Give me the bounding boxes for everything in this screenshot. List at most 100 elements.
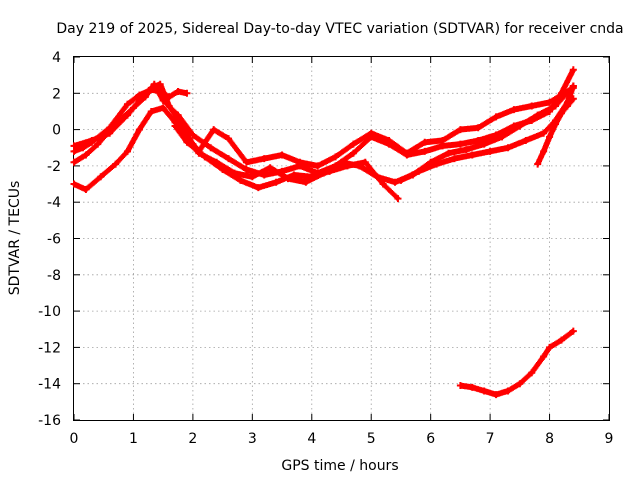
data-point — [557, 336, 565, 344]
data-point — [373, 173, 381, 181]
data-point — [456, 126, 464, 134]
data-point — [135, 91, 143, 99]
data-point — [332, 153, 340, 161]
data-point — [474, 124, 482, 132]
data-point — [159, 97, 167, 105]
data-point — [498, 133, 506, 141]
data-point — [421, 147, 429, 155]
x-tick-label: 2 — [188, 431, 197, 447]
data-point — [439, 136, 447, 144]
x-tick-label: 6 — [426, 431, 435, 447]
x-tick-label: 4 — [307, 431, 316, 447]
x-tick-label: 9 — [605, 431, 614, 447]
y-tick-label: -12 — [38, 340, 61, 356]
series-arc-8 — [456, 327, 577, 399]
x-tick-label: 8 — [545, 431, 554, 447]
data-point — [302, 178, 310, 186]
data-point — [183, 136, 191, 144]
data-point — [546, 343, 554, 351]
data-point — [129, 104, 137, 112]
data-point — [528, 369, 536, 377]
data-point — [546, 98, 554, 106]
data-point — [480, 140, 488, 148]
data-point — [147, 107, 155, 115]
data-point — [236, 176, 244, 184]
data-point — [415, 167, 423, 175]
data-point — [314, 162, 322, 170]
data-point — [272, 178, 280, 186]
data-point — [492, 113, 500, 121]
y-tick-label: -14 — [38, 377, 61, 393]
data-point — [569, 327, 577, 335]
data-point — [260, 155, 268, 163]
data-point — [79, 144, 87, 152]
axis-ticks — [73, 56, 610, 421]
data-point — [338, 158, 345, 166]
data-point — [504, 387, 512, 395]
data-point — [124, 147, 131, 155]
data-point — [296, 158, 304, 166]
data-point — [492, 391, 500, 399]
data-point — [433, 160, 441, 168]
data-point — [546, 133, 554, 141]
data-point — [450, 155, 458, 163]
data-point — [563, 102, 571, 110]
grid — [74, 57, 609, 420]
data-point — [480, 387, 488, 395]
plot-frame — [73, 56, 610, 421]
data-point — [156, 87, 164, 95]
series-arc-7 — [534, 95, 577, 168]
data-point — [569, 95, 577, 103]
data-point — [349, 149, 357, 157]
data-point — [112, 160, 120, 168]
x-tick-label: 7 — [486, 431, 495, 447]
data-point — [242, 158, 250, 166]
data-point — [231, 169, 238, 177]
data-point — [266, 164, 274, 172]
data-point — [540, 147, 548, 155]
data-point — [70, 147, 78, 155]
data-point — [557, 109, 565, 117]
data-point — [361, 158, 369, 166]
data-point — [552, 120, 559, 128]
data-point — [379, 180, 387, 188]
data-point — [456, 140, 464, 148]
data-point — [385, 136, 393, 144]
data-point — [106, 124, 114, 132]
data-point — [540, 129, 548, 137]
data-point — [474, 136, 482, 144]
data-point — [394, 195, 402, 203]
data-point — [213, 158, 221, 166]
y-tick-label: -6 — [47, 232, 61, 248]
data-point — [135, 126, 143, 134]
data-point — [552, 102, 559, 110]
data-point — [159, 104, 167, 112]
data-point — [510, 106, 518, 114]
data-point — [278, 151, 286, 159]
x-tick-label: 0 — [70, 431, 79, 447]
y-axis-label: SDTVAR / TECUs — [7, 181, 23, 296]
data-point — [504, 144, 512, 152]
y-tick-label: -4 — [47, 195, 61, 211]
data-point — [248, 173, 256, 181]
data-point — [165, 93, 173, 101]
data-point — [225, 155, 233, 163]
data-point — [391, 178, 399, 186]
data-point — [150, 80, 158, 88]
data-point — [534, 160, 542, 168]
data-point — [468, 151, 476, 159]
y-tick-label: 2 — [52, 86, 61, 102]
y-tick-label: -8 — [47, 268, 61, 284]
y-tick-label: -2 — [47, 159, 61, 175]
data-point — [242, 166, 250, 174]
data-point — [403, 149, 411, 157]
data-point — [254, 184, 262, 192]
y-tick-labels: 4 2 0 -2 -4 -6 -8 -10 -12 -14 -16 — [38, 50, 61, 429]
series-arc-3 — [70, 86, 191, 155]
data-series — [70, 66, 577, 399]
data-point — [210, 126, 218, 134]
chart-title: Day 219 of 2025, Sidereal Day-to-day VTE… — [56, 21, 623, 37]
data-point — [456, 382, 464, 390]
